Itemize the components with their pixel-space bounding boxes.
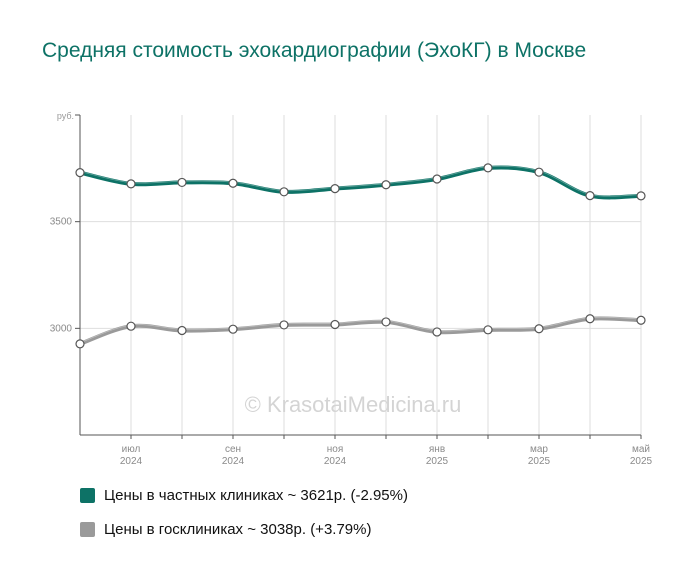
data-point-private — [381, 180, 391, 190]
data-point-private — [126, 179, 136, 189]
data-point-private — [636, 191, 646, 201]
y-axis-unit: руб. — [57, 111, 74, 121]
data-point-private — [330, 184, 340, 194]
legend-item-public[interactable]: Цены в госклиниках ~ 3038р. (+3.79%) — [80, 519, 408, 539]
chart-axes — [75, 114, 642, 439]
x-tick-label-year: 2024 — [324, 456, 347, 467]
x-tick-label-month: май — [632, 444, 650, 455]
series-line-public — [78, 316, 643, 346]
chart-grid — [80, 115, 642, 435]
legend-label-private: Цены в частных клиниках ~ 3621р. (-2.95%… — [104, 486, 408, 504]
y-tick-label: 3000 — [50, 323, 73, 334]
x-tick-label-year: 2025 — [528, 456, 551, 467]
x-tick-label-month: ноя — [327, 444, 344, 455]
x-tick-label-year: 2025 — [630, 456, 653, 467]
data-point-private — [483, 163, 493, 173]
data-point-private — [534, 167, 544, 177]
x-tick-label-year: 2024 — [120, 456, 143, 467]
chart-series — [75, 163, 646, 349]
watermark-text: © KrasotaiMedicina.ru — [245, 392, 462, 417]
data-point-private — [228, 178, 238, 188]
data-point-public — [330, 319, 340, 330]
data-point-public — [483, 325, 493, 335]
data-point-public — [585, 314, 595, 324]
x-tick-label-year: 2024 — [222, 456, 245, 467]
line-chart: © KrasotaiMedicina.ru руб.35003000июл202… — [50, 111, 653, 467]
data-point-public — [177, 325, 187, 336]
data-point-public — [228, 324, 238, 334]
data-point-private — [432, 174, 442, 184]
x-tick-label-month: сен — [225, 444, 241, 455]
x-tick-label-month: июл — [122, 444, 141, 455]
data-point-public — [75, 339, 85, 349]
data-point-public — [126, 321, 136, 331]
data-point-public — [636, 315, 646, 325]
data-point-public — [432, 327, 442, 337]
x-tick-label-year: 2025 — [426, 456, 449, 467]
legend-swatch-private — [80, 487, 95, 503]
y-tick-label: 3500 — [50, 217, 73, 228]
data-point-private — [279, 187, 289, 197]
x-tick-label-month: янв — [429, 444, 445, 455]
x-tick-label-month: мар — [530, 444, 548, 455]
data-point-public — [279, 320, 289, 330]
legend-swatch-public — [80, 521, 95, 537]
legend-item-private[interactable]: Цены в частных клиниках ~ 3621р. (-2.95%… — [80, 485, 408, 505]
data-point-private — [585, 191, 595, 201]
chart-legend: Цены в частных клиниках ~ 3621р. (-2.95%… — [80, 485, 408, 553]
data-point-public — [534, 324, 544, 334]
data-point-private — [75, 168, 85, 178]
legend-label-public: Цены в госклиниках ~ 3038р. (+3.79%) — [104, 520, 372, 538]
chart-tick-labels: руб.35003000июл2024сен2024ноя2024янв2025… — [50, 111, 653, 467]
chart-title: Средняя стоимость эхокардиографии (ЭхоКГ… — [42, 39, 587, 62]
data-point-private — [177, 177, 187, 188]
data-point-public — [381, 317, 391, 327]
